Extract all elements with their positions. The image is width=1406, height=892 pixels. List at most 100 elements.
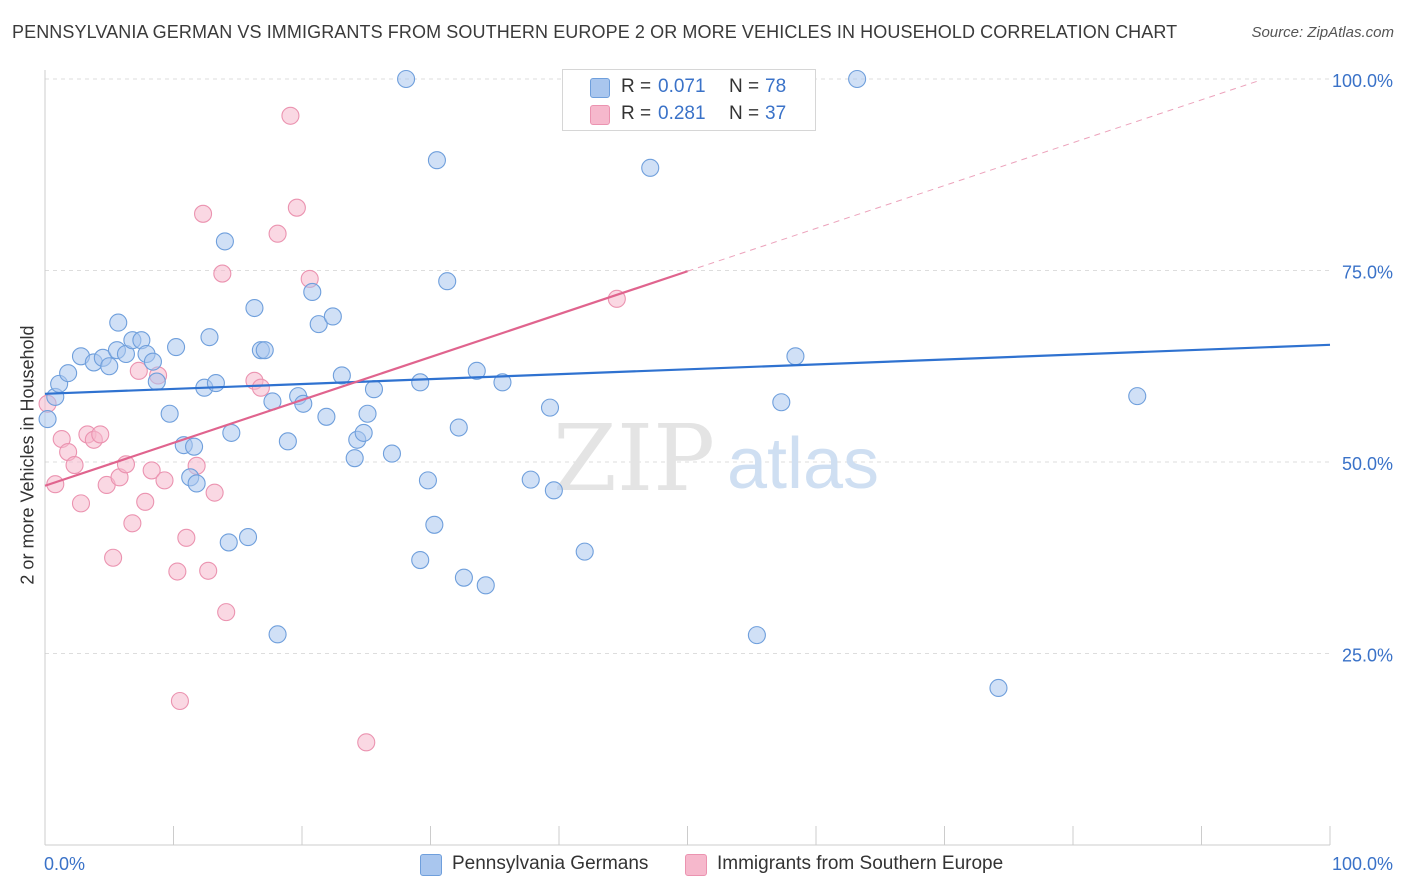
data-point-blue — [427, 151, 446, 170]
data-point-pink — [287, 198, 306, 217]
legend-swatch-blue — [590, 78, 610, 98]
data-point-blue — [278, 432, 297, 451]
chart-title: PENNSYLVANIA GERMAN VS IMMIGRANTS FROM S… — [12, 22, 1178, 42]
data-point-blue — [294, 394, 313, 413]
data-point-blue — [521, 470, 540, 489]
data-point-pink — [91, 425, 110, 444]
data-point-blue — [160, 404, 179, 423]
data-point-blue — [382, 444, 402, 463]
data-point-blue — [411, 373, 430, 392]
data-point-pink — [205, 483, 224, 502]
data-point-blue — [476, 576, 495, 595]
data-point-blue — [345, 449, 364, 468]
data-point-blue — [425, 515, 444, 534]
data-point-blue — [397, 69, 416, 89]
legend-r-value: 0.071 — [658, 76, 706, 97]
data-point-blue — [848, 69, 867, 89]
watermark-zip: ZIP — [553, 405, 715, 512]
data-point-blue — [418, 471, 437, 490]
series-immigrants-southern-europe — [38, 106, 626, 752]
legend-n-label: N = — [729, 103, 760, 124]
trend-line-pink — [44, 270, 688, 487]
data-point-pink — [170, 691, 189, 711]
data-point-blue — [454, 568, 473, 587]
y-tick-label: 100.0% — [1332, 71, 1393, 91]
data-point-blue — [245, 298, 264, 318]
data-point-blue — [143, 352, 162, 371]
tick-labels: 25.0% 50.0% 75.0% 100.0% 0.0% 100.0% — [44, 71, 1393, 874]
data-point-blue — [219, 533, 238, 552]
data-point-blue — [449, 418, 468, 437]
y-tick-label: 50.0% — [1342, 454, 1393, 474]
data-point-blue — [354, 423, 373, 442]
data-point-blue — [317, 407, 336, 426]
data-point-blue — [38, 410, 57, 429]
series-legend: Pennsylvania Germans Immigrants from Sou… — [0, 853, 1406, 877]
trend-line-pink-extension — [687, 80, 1260, 272]
data-point-pink — [142, 461, 161, 480]
legend-label: Immigrants from Southern Europe — [717, 853, 1004, 874]
data-point-blue — [544, 481, 563, 500]
data-point-blue — [467, 361, 486, 380]
data-point-pink — [155, 471, 174, 490]
data-point-blue — [206, 374, 225, 393]
legend-swatch-blue — [420, 854, 442, 876]
trend-line-blue — [44, 343, 1331, 395]
data-point-blue — [575, 542, 594, 561]
data-point-pink — [136, 492, 155, 511]
data-point-pink — [268, 224, 287, 243]
data-point-blue — [167, 338, 186, 357]
legend-n-value: 37 — [765, 103, 787, 124]
data-point-blue — [147, 372, 166, 391]
data-point-pink — [251, 378, 270, 397]
data-point-blue — [309, 315, 328, 334]
data-point-pink — [281, 106, 300, 125]
data-point-blue — [200, 328, 219, 347]
data-point-blue — [255, 341, 274, 360]
data-point-pink — [213, 264, 232, 283]
data-point-blue — [109, 313, 128, 332]
data-point-blue — [323, 307, 342, 326]
data-point-blue — [1128, 387, 1147, 406]
legend-row-blue: R = 0.071 N = 78 — [563, 75, 815, 101]
data-point-blue — [100, 357, 119, 376]
watermark-atlas: atlas — [727, 424, 879, 504]
data-point-blue — [185, 437, 204, 456]
data-point-blue — [268, 625, 287, 644]
data-point-blue — [747, 626, 766, 645]
axes — [44, 70, 1331, 846]
data-point-blue — [215, 232, 234, 251]
data-point-blue — [540, 398, 560, 417]
data-point-blue — [358, 404, 377, 423]
data-point-blue — [364, 380, 384, 399]
legend-swatch-pink — [590, 105, 610, 125]
legend-r-label: R = — [621, 76, 652, 97]
legend-n-label: N = — [729, 76, 760, 97]
data-point-blue — [493, 373, 512, 392]
series-pennsylvania-germans — [38, 69, 1147, 698]
data-point-pink — [177, 528, 196, 547]
data-point-pink — [217, 603, 236, 622]
legend-swatch-pink — [685, 854, 707, 876]
legend-row-pink: R = 0.281 N = 37 — [563, 102, 815, 128]
source-credit: Source: ZipAtlas.com — [1251, 24, 1394, 41]
y-tick-label: 75.0% — [1342, 263, 1393, 283]
data-point-pink — [168, 562, 187, 581]
correlation-legend: R = 0.071 N = 78 R = 0.281 N = 37 — [562, 69, 816, 131]
data-point-pink — [104, 548, 123, 567]
data-point-blue — [438, 272, 457, 291]
data-point-blue — [641, 158, 660, 177]
data-point-pink — [194, 204, 213, 223]
legend-r-label: R = — [621, 103, 652, 124]
watermark: ZIP atlas — [553, 405, 879, 512]
data-point-blue — [772, 393, 791, 412]
data-point-blue — [303, 282, 322, 301]
legend-r-value: 0.281 — [658, 103, 706, 124]
data-point-blue — [786, 347, 805, 366]
legend-label: Pennsylvania Germans — [452, 853, 649, 874]
gridlines — [45, 78, 1330, 654]
data-point-pink — [199, 561, 218, 580]
x-tick-label: 0.0% — [44, 854, 85, 874]
y-tick-label: 25.0% — [1342, 646, 1393, 666]
